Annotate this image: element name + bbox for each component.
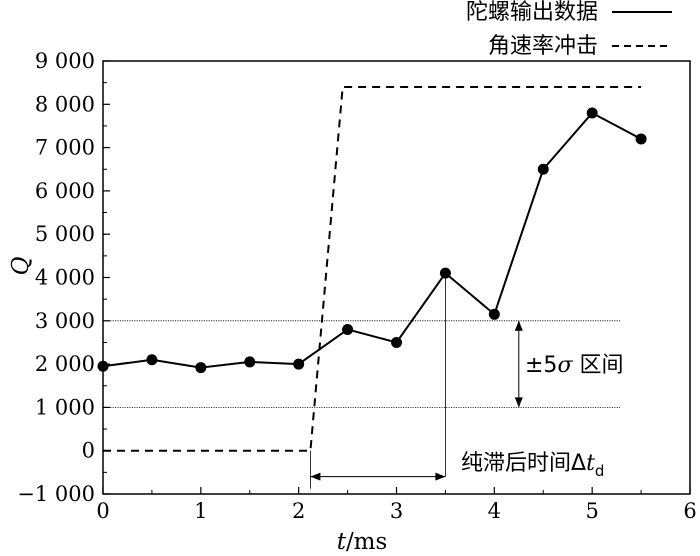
- gyro-data-point: [586, 107, 598, 119]
- x-tick-label: 4: [488, 499, 501, 523]
- y-axis-title: Q: [8, 256, 34, 275]
- y-tick-label: 8 000: [35, 92, 95, 116]
- gyro-data-point: [537, 163, 549, 175]
- legend-label-gyro: 陀螺输出数据: [466, 0, 598, 25]
- annotations: ±5σ 区间 纯滞后时间Δtd: [461, 353, 623, 480]
- gyro-data-point: [244, 356, 256, 368]
- y-tick-label: 5 000: [35, 222, 95, 246]
- plot-frame: [102, 60, 691, 495]
- sigma-interval-label: ±5σ 区间: [525, 353, 623, 378]
- sigma-arrowhead-bottom: [514, 397, 523, 408]
- gyro-output-line: [102, 111, 642, 369]
- x-tick-label: 5: [585, 499, 598, 523]
- y-tick-label: −1 000: [17, 482, 95, 506]
- gyro-data-point: [391, 336, 402, 348]
- y-tick-label: 6 000: [35, 179, 95, 203]
- y-tick-label: 0: [82, 439, 95, 463]
- gyro-data-point: [293, 358, 305, 370]
- gyro-data-point: [488, 308, 500, 320]
- gyro-data-point: [439, 267, 451, 279]
- x-tick-label: 1: [194, 499, 207, 523]
- dead-time-arrowhead-right: [435, 472, 446, 481]
- gyro-data-point: [146, 354, 158, 366]
- y-tick-label: 1 000: [35, 395, 95, 419]
- x-tick-label: 0: [96, 499, 109, 523]
- dead-time-arrowhead-left: [310, 472, 321, 481]
- x-tick-label: 2: [292, 499, 305, 523]
- sigma-arrowhead-top: [514, 320, 523, 331]
- series-layer: [97, 85, 647, 452]
- y-tick-label: 3 000: [35, 309, 95, 333]
- angular-rate-impulse-line: [103, 85, 642, 452]
- gyro-data-point: [195, 362, 207, 374]
- x-tick-label: 6: [683, 499, 696, 523]
- y-tick-label: 7 000: [35, 136, 95, 160]
- y-tick-label: 4 000: [35, 266, 95, 290]
- gyro-data-point: [635, 133, 647, 145]
- x-tick-label: 3: [390, 499, 403, 523]
- x-axis-title: t/ms: [337, 529, 388, 555]
- gyro-data-point: [342, 323, 354, 335]
- reference-lines: [103, 273, 620, 489]
- dead-time-label: 纯滞后时间Δtd: [461, 451, 604, 480]
- plot-border: [102, 60, 691, 495]
- y-tick-label: 2 000: [35, 352, 95, 376]
- legend-label-impulse: 角速率冲击: [488, 34, 598, 59]
- legend: 陀螺输出数据 角速率冲击: [466, 0, 672, 59]
- gyro-data-point: [97, 360, 109, 372]
- y-tick-label: 9 000: [35, 49, 95, 73]
